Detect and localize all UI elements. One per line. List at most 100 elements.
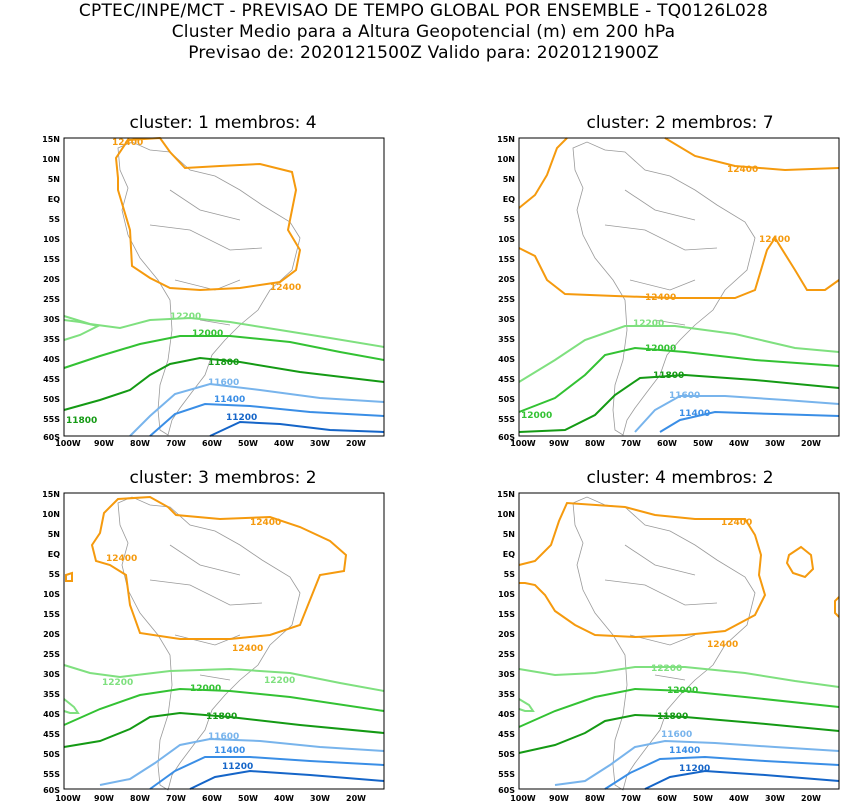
svg-text:30S: 30S <box>498 315 515 324</box>
svg-text:60S: 60S <box>498 786 515 795</box>
svg-text:5S: 5S <box>49 570 61 579</box>
svg-text:11400: 11400 <box>214 395 245 405</box>
contour-12400-main <box>90 495 348 640</box>
contour-12000 <box>63 687 385 726</box>
contour-11200 <box>189 769 385 790</box>
svg-text:50S: 50S <box>498 750 515 759</box>
svg-text:10S: 10S <box>43 590 60 599</box>
svg-text:5N: 5N <box>48 530 60 539</box>
svg-text:15N: 15N <box>497 490 515 499</box>
svg-text:15S: 15S <box>498 255 515 264</box>
svg-text:90W: 90W <box>549 794 569 803</box>
svg-text:15N: 15N <box>42 490 60 499</box>
svg-text:35S: 35S <box>498 335 515 344</box>
contour-12200 <box>63 315 385 348</box>
svg-text:50W: 50W <box>693 439 713 448</box>
svg-text:10N: 10N <box>497 510 515 519</box>
svg-text:20W: 20W <box>801 439 821 448</box>
svg-text:55S: 55S <box>43 770 60 779</box>
svg-text:35S: 35S <box>43 690 60 699</box>
svg-text:70W: 70W <box>166 439 186 448</box>
svg-text:30W: 30W <box>765 439 785 448</box>
header-line-1: CPTEC/INPE/MCT - PREVISAO DE TEMPO GLOBA… <box>78 1 769 21</box>
svg-text:80W: 80W <box>130 794 150 803</box>
svg-text:100W: 100W <box>55 439 81 448</box>
contour-11600 <box>99 737 385 786</box>
contour-11400 <box>604 755 840 790</box>
svg-text:10S: 10S <box>498 590 515 599</box>
header-line-2: Cluster Medio para a Altura Geopotencial… <box>171 22 676 42</box>
contour-12400-top <box>114 136 302 292</box>
contour-12400-south <box>518 236 840 299</box>
contour-12400-edge <box>834 596 840 618</box>
contour-12000 <box>63 335 385 369</box>
svg-text:40W: 40W <box>729 794 749 803</box>
svg-text:12400: 12400 <box>759 235 790 245</box>
lon-axis-labels: 100W 90W 80W 70W 60W 50W 40W 30W 20W <box>510 439 821 448</box>
svg-text:80W: 80W <box>585 794 605 803</box>
svg-text:60S: 60S <box>43 786 60 795</box>
svg-text:50S: 50S <box>498 395 515 404</box>
svg-text:11600: 11600 <box>208 732 239 742</box>
panel-2-title: cluster: 2 membros: 7 <box>586 113 774 133</box>
contour-11200 <box>209 420 385 437</box>
svg-text:100W: 100W <box>510 794 536 803</box>
lat-axis-labels: 15N 10N 5N EQ 5S 10S 15S 20S 25S 30S 35S… <box>42 135 60 442</box>
svg-text:15S: 15S <box>498 610 515 619</box>
contours <box>63 495 385 790</box>
svg-text:12000: 12000 <box>192 329 223 339</box>
svg-text:15N: 15N <box>42 135 60 144</box>
svg-text:12200: 12200 <box>170 312 201 322</box>
svg-text:12000: 12000 <box>645 344 676 354</box>
svg-text:12400: 12400 <box>721 518 752 528</box>
svg-text:5N: 5N <box>48 175 60 184</box>
svg-text:12400: 12400 <box>645 293 676 303</box>
svg-text:80W: 80W <box>585 439 605 448</box>
svg-text:12200: 12200 <box>633 319 664 329</box>
svg-text:11600: 11600 <box>669 391 700 401</box>
svg-text:60W: 60W <box>657 794 677 803</box>
contour-12200-left <box>63 698 80 714</box>
contour-11800 <box>518 713 840 754</box>
contour-12200 <box>63 664 385 692</box>
svg-text:20S: 20S <box>43 275 60 284</box>
svg-text:25S: 25S <box>43 295 60 304</box>
contours <box>518 501 840 790</box>
svg-text:25S: 25S <box>43 650 60 659</box>
svg-text:55S: 55S <box>43 415 60 424</box>
svg-text:12400: 12400 <box>106 554 137 564</box>
svg-text:40S: 40S <box>498 355 515 364</box>
contour-labels: 12400 12400 12200 12000 11800 11600 1140… <box>651 518 752 774</box>
svg-text:45S: 45S <box>43 375 60 384</box>
svg-text:90W: 90W <box>94 439 114 448</box>
panel-1-title: cluster: 1 membros: 4 <box>129 113 317 133</box>
svg-text:30S: 30S <box>43 670 60 679</box>
svg-text:40S: 40S <box>498 710 515 719</box>
map-frame <box>63 492 385 790</box>
contour-11800 <box>518 373 840 433</box>
contour-12400-north <box>518 137 568 209</box>
contour-11400 <box>659 410 840 433</box>
svg-text:EQ: EQ <box>48 195 60 204</box>
svg-text:11200: 11200 <box>222 762 253 772</box>
svg-text:50W: 50W <box>238 794 258 803</box>
contour-12200-left <box>63 319 101 341</box>
svg-text:40W: 40W <box>274 794 294 803</box>
panel-4-svg: 15N 10N 5N EQ 5S 10S 15S 20S 25S 30S 35S… <box>497 490 840 803</box>
contour-11200 <box>644 769 840 790</box>
panel-4-map: 15N 10N 5N EQ 5S 10S 15S 20S 25S 30S 35S… <box>455 485 847 803</box>
svg-text:12200: 12200 <box>102 678 133 688</box>
contour-12200 <box>518 325 840 383</box>
header-line-3: Previsao de: 2020121500Z Valido para: 20… <box>188 43 659 63</box>
svg-text:20W: 20W <box>346 439 366 448</box>
svg-text:11200: 11200 <box>226 413 257 423</box>
contour-12200-left <box>518 698 535 712</box>
svg-text:80W: 80W <box>130 439 150 448</box>
panel-2-map: 15N 10N 5N EQ 5S 10S 15S 20S 25S 30S 35S… <box>455 130 847 450</box>
svg-text:11800: 11800 <box>657 712 688 722</box>
map-frame <box>63 137 385 437</box>
svg-text:12000: 12000 <box>190 684 221 694</box>
continent-outline <box>117 496 301 791</box>
svg-text:11600: 11600 <box>208 378 239 388</box>
svg-text:12400: 12400 <box>250 518 281 528</box>
